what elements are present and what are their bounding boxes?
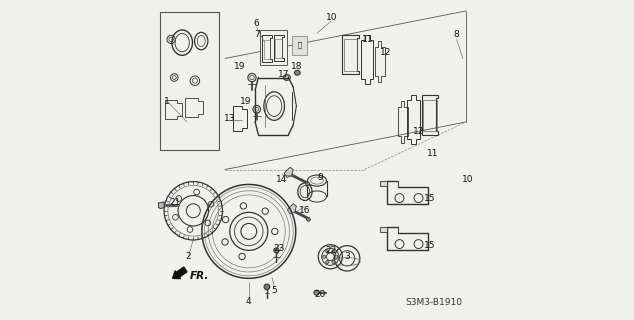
Text: 10: 10 [462, 174, 474, 184]
Text: S3M3-B1910: S3M3-B1910 [406, 298, 463, 307]
Circle shape [306, 217, 310, 221]
Circle shape [332, 260, 335, 264]
Circle shape [306, 182, 309, 186]
Circle shape [332, 250, 335, 253]
Circle shape [326, 250, 329, 253]
Circle shape [274, 248, 279, 253]
Text: 11: 11 [362, 35, 373, 44]
Text: FR.: FR. [190, 271, 209, 281]
Text: 17: 17 [278, 70, 290, 79]
Bar [260, 30, 287, 65]
Text: 4: 4 [246, 297, 252, 306]
Text: 6: 6 [254, 19, 259, 28]
Text: 13: 13 [224, 114, 235, 123]
Text: 7: 7 [254, 30, 259, 39]
Text: 15: 15 [424, 241, 436, 250]
Text: 9: 9 [317, 173, 323, 182]
FancyArrow shape [172, 267, 187, 279]
Text: 3: 3 [344, 252, 350, 261]
Polygon shape [380, 227, 387, 232]
Bar [275, 39, 281, 59]
Text: 8: 8 [454, 30, 460, 39]
Bar [344, 39, 358, 71]
Circle shape [335, 255, 338, 258]
Circle shape [264, 284, 269, 290]
Circle shape [323, 255, 326, 258]
Text: 23: 23 [273, 244, 285, 253]
Text: 20: 20 [314, 290, 326, 299]
Text: 10: 10 [325, 13, 337, 22]
Ellipse shape [294, 70, 300, 75]
Text: 1: 1 [164, 97, 170, 106]
Text: 14: 14 [276, 174, 288, 184]
Bar [160, 12, 219, 150]
Polygon shape [284, 167, 293, 178]
Polygon shape [380, 180, 387, 186]
Circle shape [326, 260, 329, 264]
Bar [424, 100, 437, 132]
Bar [292, 36, 307, 55]
Text: 19: 19 [240, 97, 251, 106]
Circle shape [314, 290, 319, 295]
Polygon shape [287, 204, 296, 214]
Text: 5: 5 [271, 285, 277, 295]
Text: 2: 2 [186, 252, 191, 261]
Text: 12: 12 [380, 48, 391, 57]
Text: 21: 21 [169, 198, 181, 207]
Text: 🔧: 🔧 [297, 42, 302, 48]
Text: 15: 15 [424, 194, 436, 203]
Text: 12: 12 [413, 127, 424, 136]
Text: 11: 11 [427, 149, 439, 158]
Polygon shape [158, 202, 164, 209]
Text: 22: 22 [326, 246, 337, 255]
Text: 18: 18 [290, 62, 302, 71]
Bar [264, 40, 270, 59]
Text: 16: 16 [299, 206, 310, 215]
Text: 19: 19 [233, 62, 245, 71]
